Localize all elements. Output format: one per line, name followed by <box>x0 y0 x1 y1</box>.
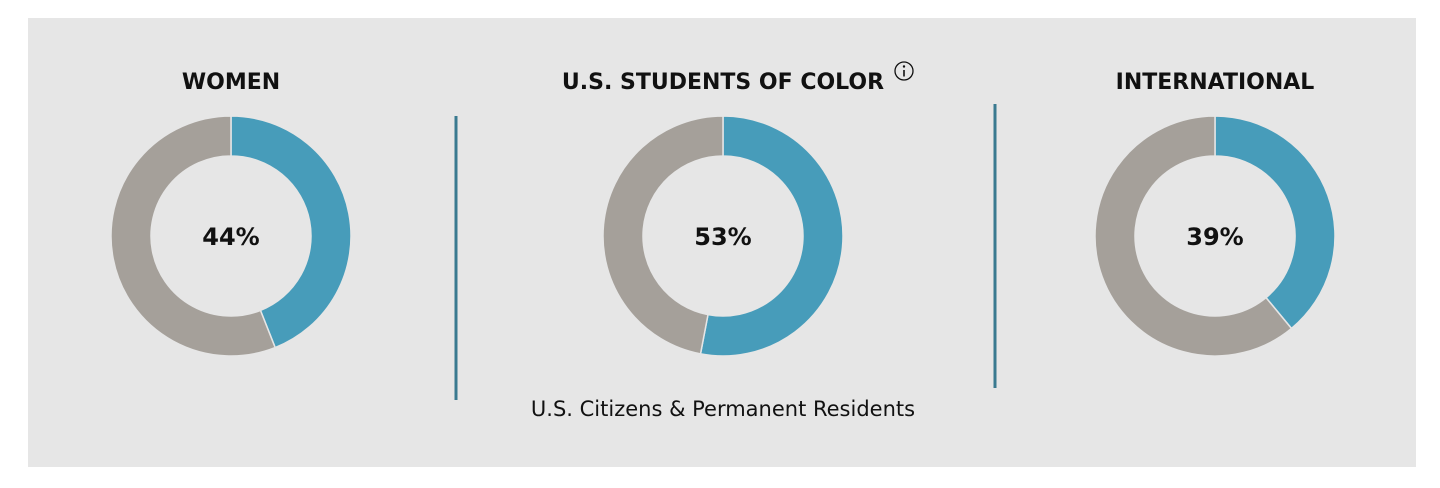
chart-title: U.S. STUDENTS OF COLOR <box>562 70 884 95</box>
subtitle: U.S. Citizens & Permanent Residents <box>531 397 915 421</box>
chart-title: WOMEN <box>182 70 280 95</box>
donut-segment <box>602 115 724 355</box>
center-label: 44% <box>202 223 259 251</box>
info-icon[interactable] <box>894 61 914 81</box>
donut-segment <box>1094 115 1293 357</box>
donut-segment <box>699 115 844 357</box>
donut-segment <box>230 115 352 349</box>
donut-segment <box>1214 115 1336 330</box>
chart-title: INTERNATIONAL <box>1116 70 1315 95</box>
center-label: 39% <box>1186 223 1243 251</box>
center-label: 53% <box>694 223 751 251</box>
donut-segment <box>110 115 277 357</box>
panel <box>28 18 1416 467</box>
